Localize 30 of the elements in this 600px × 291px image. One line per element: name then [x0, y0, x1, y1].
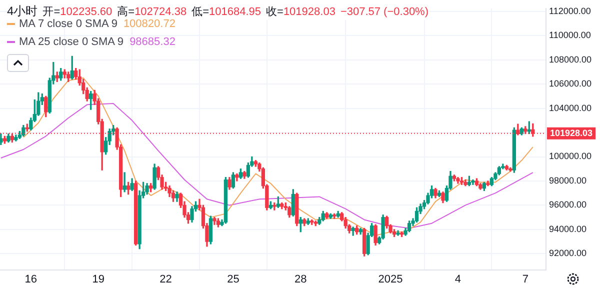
- x-tick-label: 2025: [378, 274, 403, 286]
- ref-line-label: 101928.03: [550, 128, 593, 138]
- annotation: 低=101684.95: [192, 6, 261, 18]
- y-tick-label: 92000.00: [549, 248, 587, 258]
- legend-label: MA 7 close 0 SMA 9: [19, 18, 118, 30]
- y-tick-label: 106000.00: [549, 78, 592, 89]
- y-tick-label: 108000.00: [549, 54, 592, 64]
- y-tick-label: 98000.00: [549, 175, 587, 186]
- annotation: 98685.32: [130, 36, 176, 48]
- x-tick-label: 16: [24, 274, 38, 286]
- y-tick-label: 112000.00: [549, 6, 591, 16]
- annotation: −307.57 (−0.30%): [340, 6, 429, 18]
- y-tick-label: 96000.00: [549, 200, 587, 210]
- annotation: 高=102724.38: [117, 6, 187, 18]
- x-tick-label: 22: [160, 274, 172, 286]
- x-tick-label: 25: [227, 274, 240, 286]
- x-tick-label: 4: [454, 274, 462, 286]
- x-tick-label: 7: [522, 274, 528, 286]
- y-tick-label: 110000.00: [549, 30, 591, 40]
- annotation: 开=102235.60: [42, 6, 112, 18]
- candlestick: [122, 172, 126, 192]
- chart-title: 4小时: [7, 4, 38, 18]
- y-tick-label: 94000.00: [549, 224, 587, 234]
- x-tick-label: 19: [92, 274, 104, 286]
- y-tick-label: 100000.00: [549, 151, 592, 162]
- annotation: 收=101928.03: [266, 6, 336, 18]
- x-tick-label: 28: [294, 274, 307, 286]
- legend-label: MA 25 close 0 SMA 9: [19, 36, 124, 48]
- annotation: 100820.72: [123, 18, 176, 30]
- y-tick-label: 104000.00: [549, 102, 592, 113]
